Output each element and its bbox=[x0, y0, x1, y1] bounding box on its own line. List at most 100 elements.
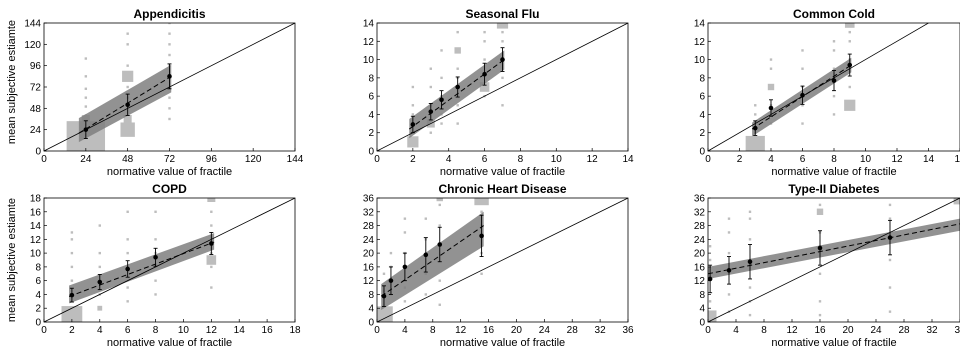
raw-point bbox=[754, 113, 757, 116]
raw-point bbox=[411, 85, 415, 89]
raw-point bbox=[888, 310, 892, 313]
raw-point bbox=[424, 293, 428, 296]
x-tick-label: 14 bbox=[234, 325, 246, 336]
raw-point bbox=[456, 104, 459, 107]
mean-point bbox=[747, 259, 753, 265]
raw-point bbox=[708, 258, 712, 262]
y-tick-label: 24 bbox=[30, 125, 42, 136]
x-tick-label: 8 bbox=[518, 154, 524, 165]
mean-point bbox=[97, 279, 103, 285]
raw-point bbox=[210, 265, 213, 269]
y-tick-label: 0 bbox=[35, 318, 41, 329]
panels: 0 24 48 72 96 120 144024487296120144Appendicit… bbox=[24, 7, 960, 349]
y-tick-label: 0 bbox=[35, 147, 41, 158]
x-tick-label: 2 bbox=[737, 154, 743, 165]
raw-point bbox=[98, 265, 101, 269]
x-tick-label: 16 bbox=[954, 154, 960, 165]
plot-area bbox=[377, 198, 628, 322]
raw-point bbox=[727, 217, 731, 220]
x-tick-label: 20 bbox=[842, 325, 854, 336]
cluster-point bbox=[61, 306, 83, 322]
y-tick-label: 28 bbox=[363, 221, 375, 232]
mean-point bbox=[847, 62, 853, 68]
cluster-point bbox=[377, 306, 393, 322]
y-tick-label: 24 bbox=[363, 235, 375, 246]
y-tick-label: 0 bbox=[368, 147, 374, 158]
mean-point bbox=[428, 109, 434, 114]
raw-point bbox=[888, 258, 892, 262]
raw-point bbox=[480, 210, 483, 213]
y-tick-label: 0 bbox=[699, 147, 705, 158]
raw-point bbox=[888, 286, 892, 289]
cluster-point bbox=[953, 198, 960, 205]
panel-5: 0 4 8 12 16 20 24 28 32 3604812162024283236Chroni… bbox=[363, 182, 634, 349]
x-tick-label: 4 bbox=[733, 325, 739, 336]
raw-point bbox=[98, 251, 101, 255]
x-tick-label: 24 bbox=[80, 154, 92, 165]
raw-point bbox=[888, 217, 892, 220]
raw-point bbox=[748, 313, 752, 317]
raw-point bbox=[818, 313, 822, 317]
raw-point bbox=[832, 67, 836, 70]
raw-point bbox=[848, 85, 851, 89]
x-axis-label: normative value of fractile bbox=[440, 337, 565, 349]
y-tick-label: 16 bbox=[30, 207, 42, 218]
y-tick-label: 0 bbox=[368, 318, 374, 329]
raw-point bbox=[154, 210, 157, 213]
x-tick-label: 0 bbox=[705, 154, 711, 165]
cluster-point bbox=[123, 115, 132, 123]
panel-4: 0 2 4 6 8 10 12 14 16 18024681012141618COPDnormat… bbox=[30, 182, 301, 349]
axes-box bbox=[43, 197, 296, 323]
raw-point bbox=[801, 122, 804, 125]
raw-point bbox=[748, 286, 752, 289]
y-tick-label: 10 bbox=[363, 55, 375, 66]
y-tick-label: 6 bbox=[368, 92, 374, 103]
y-tick-label: 20 bbox=[694, 249, 706, 260]
raw-point bbox=[818, 272, 822, 275]
identity-line bbox=[377, 198, 628, 322]
x-tick-label: 72 bbox=[164, 154, 176, 165]
raw-point bbox=[411, 104, 415, 107]
raw-point bbox=[154, 293, 157, 296]
raw-point bbox=[168, 32, 171, 35]
raw-point bbox=[168, 107, 171, 110]
y-tick-label: 36 bbox=[694, 194, 706, 205]
x-tick-label: 18 bbox=[289, 325, 301, 336]
raw-point bbox=[440, 49, 443, 52]
panel-title: Chronic Heart Disease bbox=[438, 182, 566, 196]
raw-point bbox=[84, 75, 88, 78]
mean-point bbox=[69, 292, 75, 298]
x-tick-label: 4 bbox=[768, 154, 774, 165]
mean-point bbox=[800, 92, 805, 98]
cluster-point bbox=[407, 136, 419, 148]
x-tick-label: 8 bbox=[430, 325, 436, 336]
cluster-point bbox=[745, 135, 765, 151]
axes-box bbox=[376, 197, 629, 323]
x-tick-label: 12 bbox=[455, 325, 467, 336]
mean-point bbox=[437, 242, 443, 247]
x-tick-label: 14 bbox=[622, 154, 634, 165]
mean-point bbox=[455, 84, 460, 90]
raw-point bbox=[126, 210, 129, 213]
raw-point bbox=[727, 231, 731, 234]
raw-point bbox=[168, 43, 171, 46]
raw-point bbox=[832, 94, 836, 98]
cluster-point bbox=[207, 198, 216, 202]
cluster-point bbox=[122, 70, 134, 82]
raw-point bbox=[70, 238, 74, 241]
raw-point bbox=[438, 203, 441, 207]
y-tick-label: 12 bbox=[363, 37, 375, 48]
confidence-band bbox=[381, 211, 484, 310]
raw-point bbox=[429, 67, 432, 70]
x-tick-label: 16 bbox=[262, 325, 274, 336]
y-tick-label: 8 bbox=[699, 73, 705, 84]
raw-point bbox=[438, 279, 441, 282]
x-tick-label: 12 bbox=[891, 154, 903, 165]
panel-title: Seasonal Flu bbox=[465, 7, 539, 21]
raw-point bbox=[389, 251, 393, 255]
x-tick-label: 6 bbox=[482, 154, 488, 165]
raw-point bbox=[438, 303, 441, 306]
y-tick-label: 8 bbox=[368, 73, 374, 84]
y-tick-label: 16 bbox=[363, 262, 375, 273]
mean-point bbox=[708, 276, 713, 282]
